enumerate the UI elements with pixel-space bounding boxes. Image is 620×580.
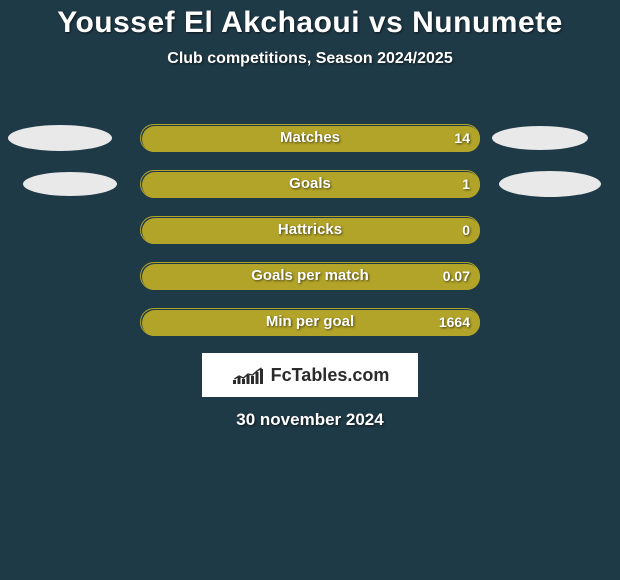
stat-value: 0.07 — [443, 262, 470, 290]
stat-value: 14 — [454, 124, 470, 152]
date-label: 30 november 2024 — [0, 410, 620, 430]
logo-text: FcTables.com — [271, 365, 390, 386]
stat-label: Goals per match — [140, 262, 480, 290]
bar-chart-icon — [231, 364, 265, 386]
stat-value: 0 — [462, 216, 470, 244]
stat-label: Goals — [140, 170, 480, 198]
stat-row: Min per goal1664 — [0, 308, 620, 336]
stat-label: Min per goal — [140, 308, 480, 336]
stat-label: Hattricks — [140, 216, 480, 244]
stat-label: Matches — [140, 124, 480, 152]
stats-rows: Matches14 Goals1 Hattricks0 Goals per match… — [0, 124, 620, 354]
subtitle: Club competitions, Season 2024/2025 — [0, 50, 620, 68]
side-ellipse — [23, 172, 117, 196]
stat-value: 1 — [462, 170, 470, 198]
side-ellipse — [499, 171, 601, 197]
logo-box: FcTables.com — [202, 353, 418, 397]
stat-row: Hattricks0 — [0, 216, 620, 244]
side-ellipse — [492, 126, 588, 150]
side-ellipse — [8, 125, 112, 151]
stat-row: Goals per match0.07 — [0, 262, 620, 290]
stat-value: 1664 — [439, 308, 470, 336]
page-title: Youssef El Akchaoui vs Nunumete — [0, 0, 620, 40]
